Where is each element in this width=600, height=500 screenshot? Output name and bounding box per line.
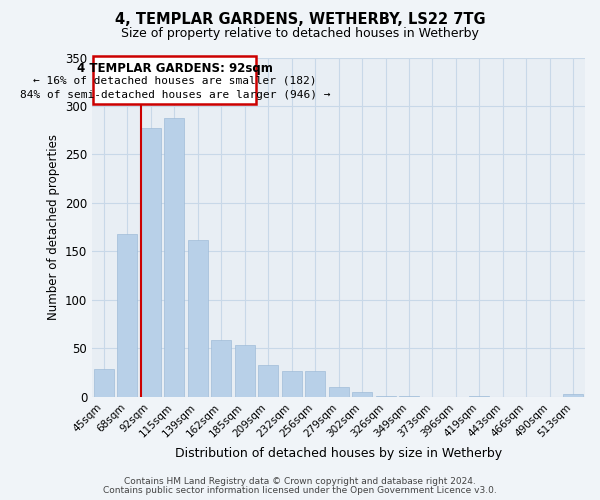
Y-axis label: Number of detached properties: Number of detached properties [47,134,59,320]
Text: Size of property relative to detached houses in Wetherby: Size of property relative to detached ho… [121,28,479,40]
Bar [188,240,208,397]
Text: ← 16% of detached houses are smaller (182): ← 16% of detached houses are smaller (18… [33,76,317,86]
FancyBboxPatch shape [94,56,256,104]
Text: 4, TEMPLAR GARDENS, WETHERBY, LS22 7TG: 4, TEMPLAR GARDENS, WETHERBY, LS22 7TG [115,12,485,28]
Bar [399,396,419,397]
Bar [352,392,372,397]
Text: Contains public sector information licensed under the Open Government Licence v3: Contains public sector information licen… [103,486,497,495]
Bar [281,371,302,397]
Text: Contains HM Land Registry data © Crown copyright and database right 2024.: Contains HM Land Registry data © Crown c… [124,477,476,486]
Bar [235,344,255,397]
X-axis label: Distribution of detached houses by size in Wetherby: Distribution of detached houses by size … [175,447,502,460]
Bar [376,396,395,397]
Bar [329,387,349,397]
Bar [118,234,137,397]
Bar [305,371,325,397]
Bar [211,340,231,397]
Bar [164,118,184,397]
Bar [563,394,583,397]
Bar [141,128,161,397]
Bar [469,396,490,397]
Bar [258,365,278,397]
Text: 4 TEMPLAR GARDENS: 92sqm: 4 TEMPLAR GARDENS: 92sqm [77,62,273,76]
Bar [94,369,114,397]
Text: 84% of semi-detached houses are larger (946) →: 84% of semi-detached houses are larger (… [20,90,330,100]
